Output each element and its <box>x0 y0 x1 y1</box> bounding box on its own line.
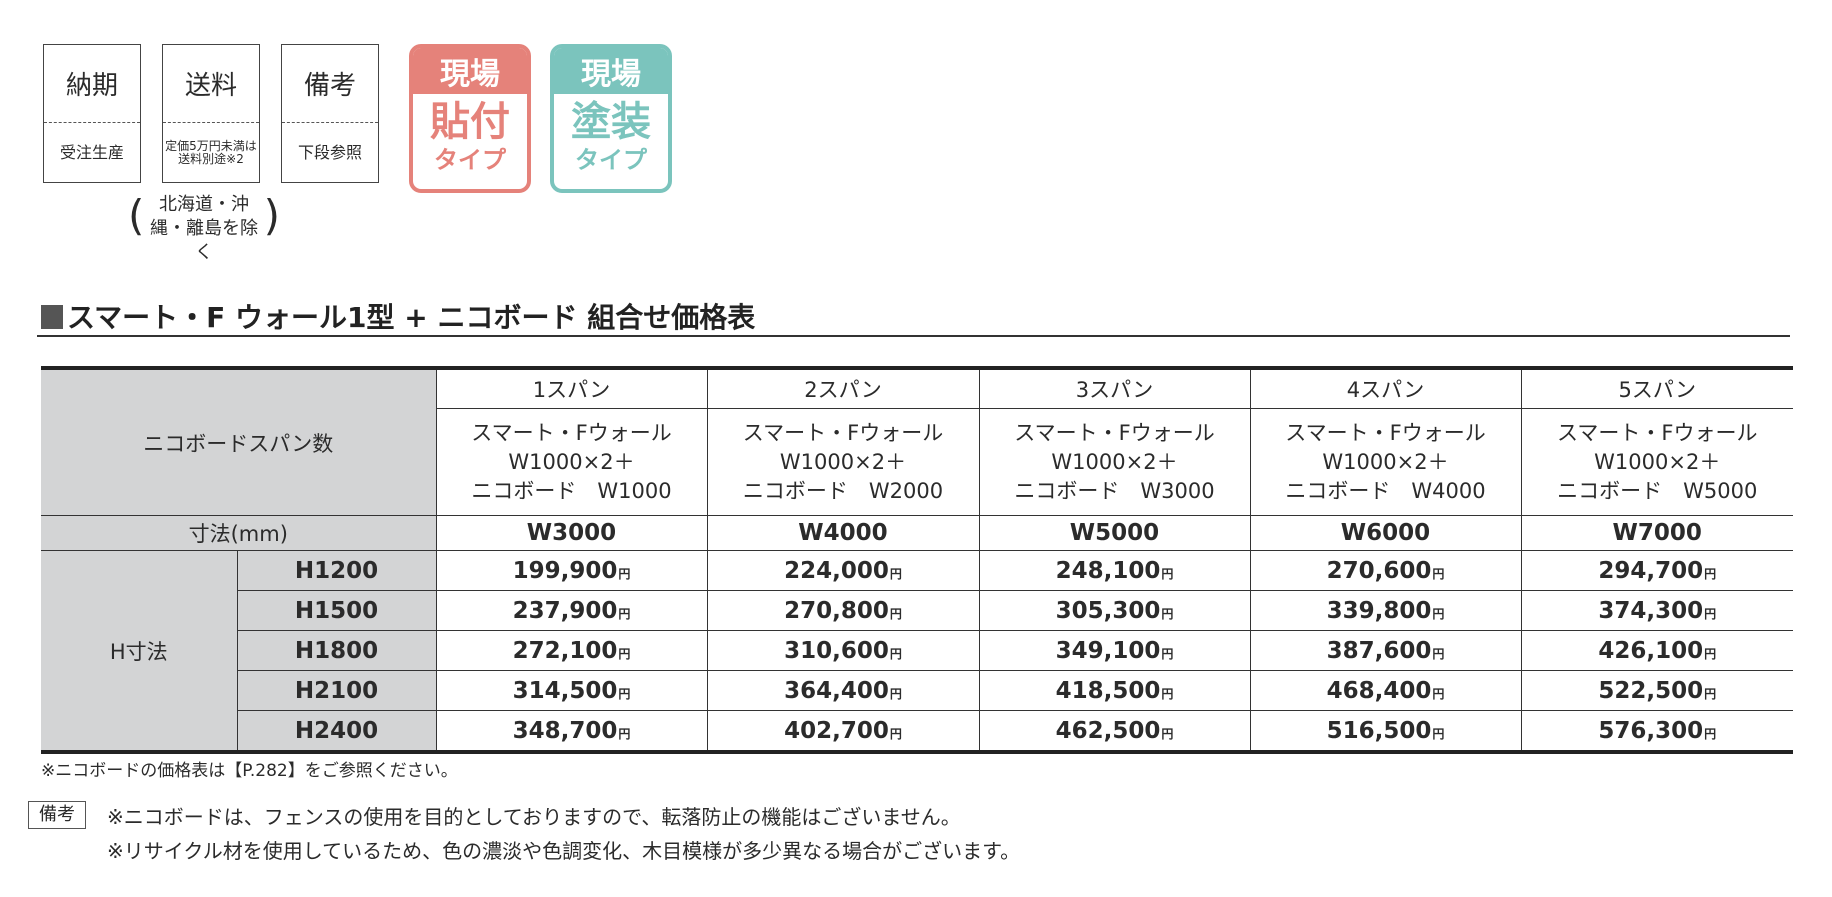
price-cell: 374,300円 <box>1520 590 1793 631</box>
h-dimension-header: H寸法 <box>41 550 238 753</box>
span-column-header: 4スパン <box>1249 367 1522 409</box>
span-column-header: 3スパン <box>978 367 1251 409</box>
table-row: H1800 272,100円 310,600円 349,100円 387,600円 426… <box>41 630 1793 671</box>
span-count-header: ニコボードスパン数 <box>41 367 437 516</box>
height-value: H1800 <box>237 630 437 671</box>
width-value: W6000 <box>1249 515 1522 551</box>
price-cell: 349,100円 <box>978 630 1251 671</box>
shipping-exclusion-note: () 北海道・沖縄・離島を除く <box>128 191 280 263</box>
price-cell: 199,900円 <box>435 550 708 591</box>
title-divider <box>37 335 1790 337</box>
span-column-header: 5スパン <box>1520 367 1793 409</box>
height-value: H1500 <box>237 590 437 631</box>
delivery-info-box: 納期 受注生産 <box>43 44 141 183</box>
price-cell: 402,700円 <box>706 710 980 753</box>
span-description: スマート・Fウォール W1000×2＋ ニコボード W4000 <box>1249 408 1522 516</box>
height-value: H1200 <box>236 550 437 591</box>
width-value: W3000 <box>435 515 708 551</box>
span-column-header: 2スパン <box>706 367 980 409</box>
remarks-value: 下段参照 <box>297 143 362 163</box>
price-cell: 310,600円 <box>706 630 980 671</box>
height-value: H2100 <box>237 670 437 711</box>
remarks-label: 備考 <box>282 45 378 123</box>
price-cell: 272,100円 <box>435 630 708 671</box>
price-cell: 270,600円 <box>1249 550 1522 591</box>
height-value: H2400 <box>237 710 437 753</box>
section-title: スマート・F ウォール1型 + ニコボード 組合せ価格表 <box>41 296 755 336</box>
price-cell: 516,500円 <box>1249 710 1522 753</box>
price-cell: 248,100円 <box>978 550 1251 591</box>
span-description: スマート・Fウォール W1000×2＋ ニコボード W5000 <box>1520 408 1793 516</box>
paint-type-badge: 現場 塗装 タイプ <box>550 44 672 193</box>
span-description: スマート・Fウォール W1000×2＋ ニコボード W3000 <box>978 408 1251 516</box>
price-cell: 522,500円 <box>1520 670 1793 711</box>
price-cell: 364,400円 <box>706 670 980 711</box>
table-row: H2400 348,700円 402,700円 462,500円 516,500円 576… <box>41 710 1793 753</box>
width-value: W7000 <box>1520 515 1793 551</box>
price-cell: 387,600円 <box>1249 630 1522 671</box>
table-row: H寸法 H1200 199,900円 224,000円 248,100円 270,600円… <box>41 550 1793 753</box>
footnote: ※ニコボードの価格表は【P.282】をご参照ください。 <box>41 761 458 781</box>
price-cell: 270,800円 <box>706 590 980 631</box>
price-cell: 418,500円 <box>978 670 1251 711</box>
shipping-value: 定価5万円未満は送料別途※2 <box>165 138 257 166</box>
span-description: スマート・Fウォール W1000×2＋ ニコボード W2000 <box>706 408 980 516</box>
price-cell: 348,700円 <box>435 710 708 753</box>
price-cell: 294,700円 <box>1520 550 1793 591</box>
adhesive-type-badge: 現場 貼付 タイプ <box>409 44 531 193</box>
table-row: H2100 314,500円 364,400円 418,500円 468,400円 522… <box>41 670 1793 711</box>
shipping-label: 送料 <box>163 45 259 123</box>
table-row: H1500 237,900円 270,800円 305,300円 339,800円 374… <box>41 590 1793 631</box>
shipping-info-box: 送料 定価5万円未満は送料別途※2 <box>162 44 260 183</box>
span-description: スマート・Fウォール W1000×2＋ ニコボード W1000 <box>436 408 708 516</box>
remark-line: ※リサイクル材を使用しているため、色の濃淡や色調変化、木目模様が多少異なる場合が… <box>107 839 1021 863</box>
price-cell: 237,900円 <box>435 590 708 631</box>
remarks-info-box: 備考 下段参照 <box>281 44 379 183</box>
price-cell: 468,400円 <box>1249 670 1522 711</box>
price-cell: 576,300円 <box>1520 710 1793 753</box>
remarks-tag: 備考 <box>28 801 86 829</box>
price-table: ニコボードスパン数 1スパン 2スパン 3スパン 4スパン 5スパン スマート・Fウォー… <box>41 366 1793 754</box>
price-cell: 426,100円 <box>1520 630 1793 671</box>
price-cell: 462,500円 <box>978 710 1251 753</box>
delivery-label: 納期 <box>44 45 140 123</box>
price-cell: 314,500円 <box>435 670 708 711</box>
price-cell: 339,800円 <box>1249 590 1522 631</box>
width-value: W5000 <box>978 515 1251 551</box>
delivery-value: 受注生産 <box>59 143 124 163</box>
price-cell: 224,000円 <box>706 550 980 591</box>
span-column-header: 1スパン <box>435 367 708 409</box>
price-cell: 305,300円 <box>978 590 1251 631</box>
remark-line: ※ニコボードは、フェンスの使用を目的としておりますので、転落防止の機能はございま… <box>107 805 961 829</box>
dimension-header: 寸法(mm) <box>41 515 437 551</box>
width-value: W4000 <box>706 515 980 551</box>
